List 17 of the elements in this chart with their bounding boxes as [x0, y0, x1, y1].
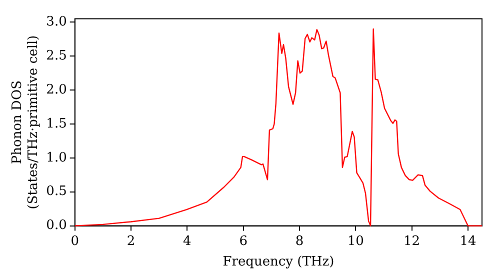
- y-tick-label: 2.5: [46, 48, 67, 64]
- x-tick-label: 6: [239, 234, 248, 249]
- x-axis-title: Frequency (THz): [222, 254, 334, 270]
- x-tick-label: 4: [183, 234, 192, 249]
- y-tick-label: 2.0: [46, 82, 67, 98]
- x-tick-label: 12: [404, 234, 420, 249]
- y-tick-label: 1.5: [46, 116, 67, 132]
- y-tick-label: 3.0: [46, 14, 67, 30]
- x-tick-label: 0: [70, 234, 80, 249]
- y-tick-label: 0.5: [46, 184, 67, 200]
- y-tick-label: 1.0: [46, 150, 67, 166]
- x-tick-label: 14: [460, 234, 476, 249]
- y-tick-label: 0.0: [46, 218, 67, 234]
- x-tick-label: 10: [347, 234, 364, 249]
- x-tick-label: 2: [126, 234, 136, 249]
- x-tick-label: 8: [295, 234, 304, 249]
- y-axis-title: Phonon DOS (States/THz·primitive cell): [10, 35, 41, 210]
